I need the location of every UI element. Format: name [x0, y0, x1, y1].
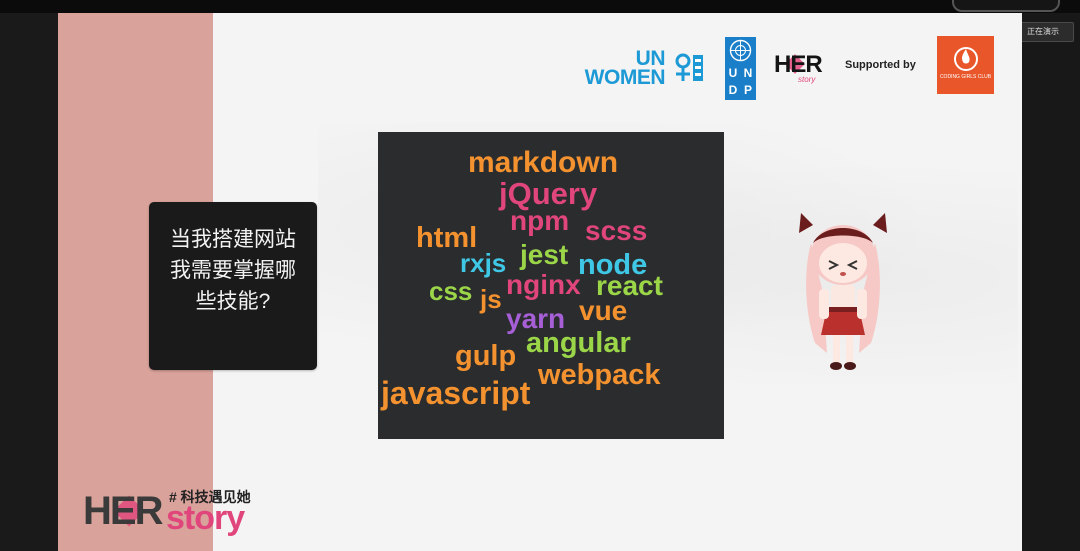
- herstory-logo: HER story # 科技遇见她: [83, 483, 263, 543]
- flame-icon: [954, 47, 978, 71]
- word-cloud-word-angular: angular: [526, 327, 631, 359]
- coding-girls-club-logo: CODING GIRLS CLUB: [937, 36, 994, 94]
- word-cloud-word-node: node: [578, 249, 647, 281]
- anime-mascot-figure: [799, 213, 887, 370]
- un-women-emblem-icon: [675, 53, 703, 81]
- word-cloud-word-rxjs: rxjs: [460, 248, 506, 278]
- word-cloud-word-vue: vue: [579, 295, 627, 326]
- word-cloud-word-yarn: yarn: [506, 303, 565, 334]
- word-cloud-word-webpack: webpack: [537, 359, 661, 391]
- right-letterbox: [1022, 13, 1080, 551]
- word-cloud-word-javascript: javascript: [380, 375, 531, 411]
- word-cloud-word-css: css: [429, 276, 472, 306]
- tech-word-cloud: markdown jQuery html npm scss jest rxjs node css…: [378, 132, 724, 439]
- word-cloud-word-nginx: nginx: [506, 269, 581, 300]
- window-top-bar: [0, 0, 1080, 13]
- word-cloud-word-npm: npm: [510, 205, 569, 236]
- top-control-pill[interactable]: [952, 0, 1060, 12]
- un-women-line2: WOMEN: [584, 66, 666, 89]
- her-story-logo: HER story: [774, 51, 832, 91]
- word-cloud-word-gulp: gulp: [455, 340, 516, 372]
- word-cloud-word-scss: scss: [585, 215, 647, 246]
- herstory-her-text: HER: [83, 489, 163, 533]
- undp-letter-d: D: [728, 83, 738, 97]
- coding-girls-club-text: CODING GIRLS CLUB: [939, 74, 992, 80]
- un-women-logo: UN WOMEN: [575, 47, 709, 91]
- word-cloud-word-markdown: markdown: [468, 146, 618, 179]
- left-letterbox: [0, 13, 58, 551]
- her-logo-text: HER: [774, 51, 823, 78]
- word-cloud-word-react: react: [596, 270, 663, 301]
- un-women-line1: UN: [635, 47, 666, 70]
- supported-by-label: Supported by: [845, 59, 916, 71]
- herstory-story-text: story: [166, 499, 245, 537]
- word-cloud-word-html: html: [416, 222, 477, 254]
- word-cloud-word-jest: jest: [519, 239, 568, 270]
- word-cloud-word-js: js: [479, 284, 502, 314]
- question-text: 当我搭建网站我需要掌握哪些技能?: [170, 228, 296, 313]
- presentation-slide: UN WOMEN U N D P HER story Supported by: [58, 13, 1022, 551]
- presenting-button[interactable]: 正在演示: [1012, 22, 1074, 42]
- un-globe-icon: [729, 39, 752, 62]
- her-logo-sub: story: [798, 75, 816, 84]
- word-cloud-word-jquery: jQuery: [498, 176, 598, 211]
- undp-letter-n: N: [743, 66, 753, 80]
- undp-logo: U N D P: [725, 37, 756, 100]
- undp-letter-p: P: [743, 83, 752, 97]
- herstory-tagline: # 科技遇见她: [169, 489, 251, 505]
- question-card: 当我搭建网站我需要掌握哪些技能?: [149, 202, 317, 370]
- undp-letter-u: U: [728, 66, 738, 80]
